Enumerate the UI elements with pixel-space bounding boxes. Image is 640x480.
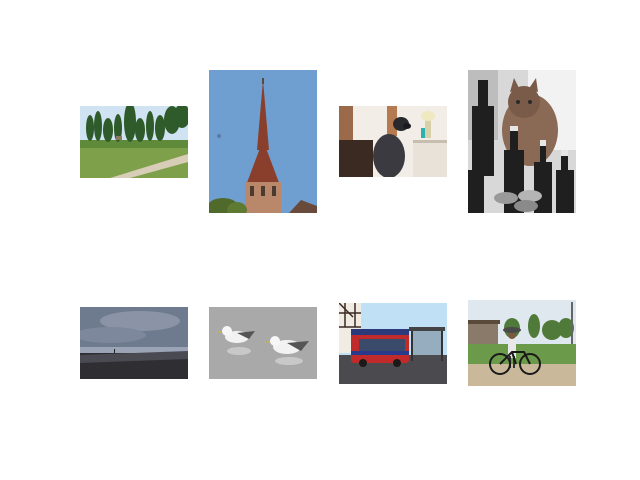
thumbnail-beach-dusk[interactable] [80,307,188,379]
church-spire-image [209,70,317,213]
seagulls-on-water-image [209,307,317,379]
thumbnail-person-with-bicycle[interactable] [468,300,576,386]
thumbnail-seagulls-on-water[interactable] [209,307,317,379]
thumbnail-red-bus-at-stop[interactable] [339,303,447,384]
thumbnail-church-spire[interactable] [209,70,317,213]
person-with-bicycle-image [468,300,576,386]
red-bus-at-stop-image [339,303,447,384]
park-lawn-image [80,106,188,178]
cat-with-bottles-image [468,70,576,213]
thumbnail-cat-with-bottles[interactable] [468,70,576,213]
thumbnail-park-lawn[interactable] [80,106,188,178]
beach-dusk-image [80,307,188,379]
dog-at-desk-image [339,106,447,177]
thumbnail-dog-at-desk[interactable] [339,106,447,177]
